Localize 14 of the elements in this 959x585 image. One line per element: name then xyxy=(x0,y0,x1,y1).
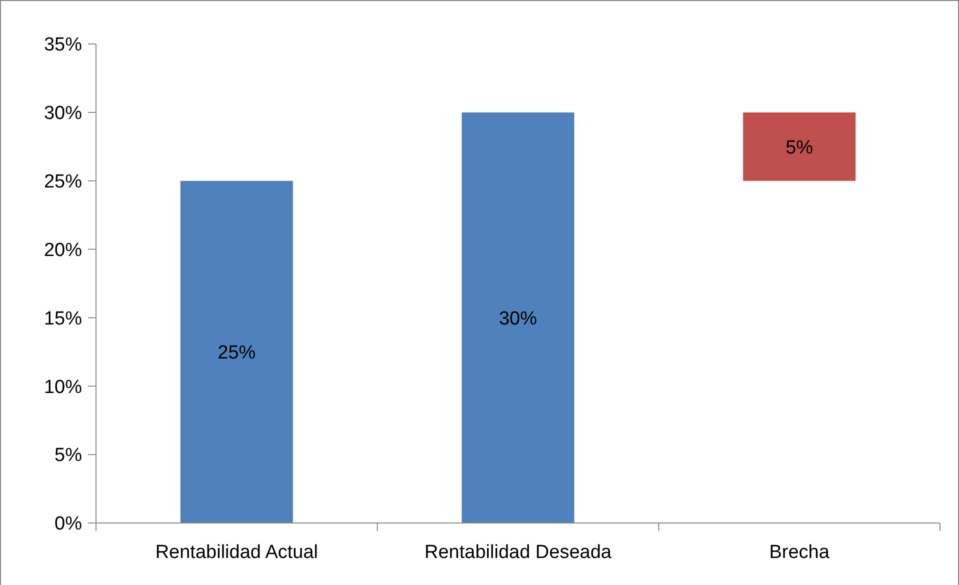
y-tick-label: 10% xyxy=(44,376,82,398)
y-tick-label: 30% xyxy=(44,103,82,124)
y-tick-label: 15% xyxy=(44,308,82,330)
y-tick-label: 35% xyxy=(44,34,82,56)
x-tick-label: Rentabilidad Deseada xyxy=(424,542,612,563)
y-tick-label: 0% xyxy=(54,514,82,535)
data-label: 30% xyxy=(498,308,538,330)
x-tick-label: Brecha xyxy=(769,542,830,563)
data-label: 5% xyxy=(786,137,814,158)
data-label: 25% xyxy=(218,342,256,364)
x-tick-label: Rentabilidad Actual xyxy=(155,542,318,563)
y-tick-label: 20% xyxy=(44,240,82,261)
y-tick-label: 5% xyxy=(54,445,82,466)
y-tick-label: 25% xyxy=(44,172,82,193)
